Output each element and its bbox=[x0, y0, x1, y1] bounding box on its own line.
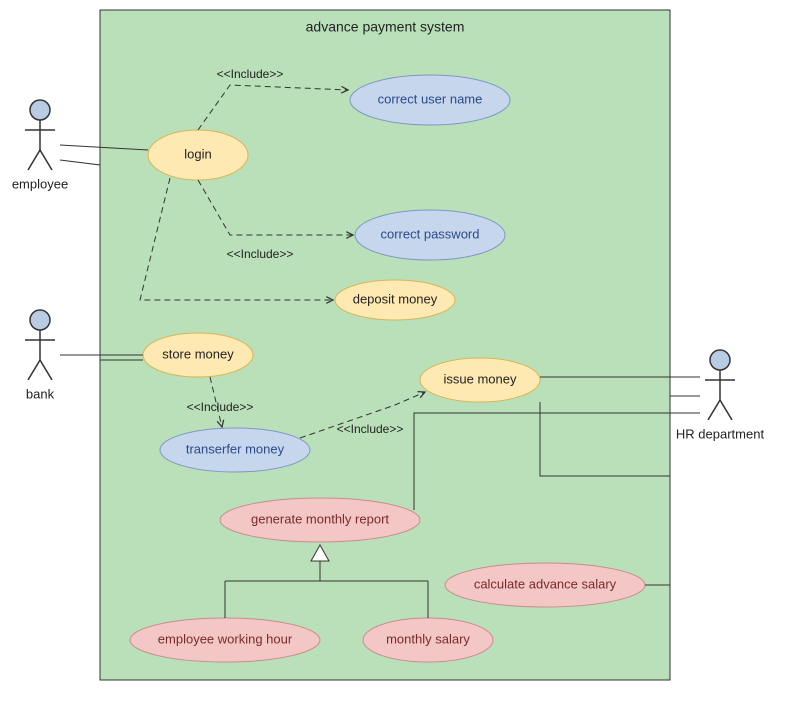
usecase-issue: issue money bbox=[420, 358, 540, 402]
usecase-label-password: correct password bbox=[381, 226, 480, 241]
usecase-label-login: login bbox=[184, 146, 211, 161]
actor-bank: bank bbox=[25, 310, 55, 401]
include-label-3: <<Include>> bbox=[187, 400, 254, 414]
usecase-label-msalary: monthly salary bbox=[386, 631, 470, 646]
usecase-label-report: generate monthly report bbox=[251, 511, 389, 526]
usecase-login: login bbox=[148, 130, 248, 180]
actor-label-hr: HR department bbox=[676, 426, 765, 441]
actor-label-bank: bank bbox=[26, 386, 55, 401]
usecase-label-username: correct user name bbox=[378, 91, 483, 106]
usecase-label-calc: calculate advance salary bbox=[474, 576, 617, 591]
svg-text:advance payment system: advance payment system bbox=[306, 19, 465, 35]
include-label-1: <<Include>> bbox=[227, 247, 294, 261]
actor-employee: employee bbox=[12, 100, 68, 191]
include-label-0: <<Include>> bbox=[217, 67, 284, 81]
use-case-diagram: advance payment system employee bank HR dep… bbox=[0, 0, 793, 702]
usecase-transfer: transerfer money bbox=[160, 428, 310, 472]
usecase-msalary: monthly salary bbox=[363, 618, 493, 662]
usecase-store: store money bbox=[143, 333, 253, 377]
usecase-label-store: store money bbox=[162, 346, 234, 361]
usecase-label-workhour: employee working hour bbox=[158, 631, 293, 646]
usecase-calc: calculate advance salary bbox=[445, 563, 645, 607]
actor-label-employee: employee bbox=[12, 176, 68, 191]
usecase-label-deposit: deposit money bbox=[353, 291, 438, 306]
include-label-4: <<Include>> bbox=[337, 422, 404, 436]
usecase-label-transfer: transerfer money bbox=[186, 441, 285, 456]
usecase-username: correct user name bbox=[350, 75, 510, 125]
usecase-workhour: employee working hour bbox=[130, 618, 320, 662]
usecase-deposit: deposit money bbox=[335, 280, 455, 320]
usecase-password: correct password bbox=[355, 210, 505, 260]
usecase-report: generate monthly report bbox=[220, 498, 420, 542]
usecase-label-issue: issue money bbox=[444, 371, 517, 386]
